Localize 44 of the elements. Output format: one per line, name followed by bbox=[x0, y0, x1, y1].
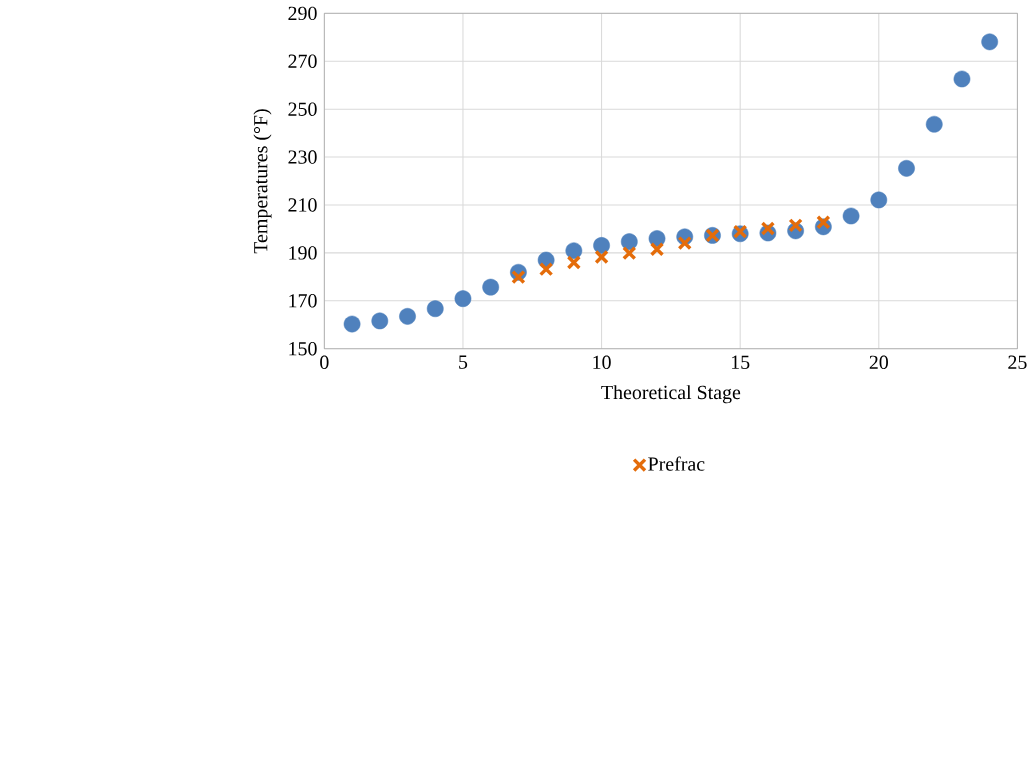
point bbox=[511, 270, 526, 285]
x-tick-label: 20 bbox=[869, 355, 888, 370]
point bbox=[677, 236, 692, 251]
point bbox=[566, 255, 582, 270]
point bbox=[426, 300, 444, 318]
y-axis-title: Temperatures (°F) bbox=[253, 109, 272, 254]
point bbox=[788, 218, 803, 233]
x-tick-label: 5 bbox=[459, 355, 468, 369]
point bbox=[622, 246, 637, 261]
point bbox=[343, 315, 361, 333]
x-tick-label: 25 bbox=[1008, 355, 1027, 370]
point bbox=[454, 290, 472, 308]
point bbox=[732, 224, 748, 239]
y-tick-label: 210 bbox=[288, 198, 317, 212]
point bbox=[648, 230, 666, 248]
point bbox=[953, 70, 971, 88]
y-tick-label: 230 bbox=[288, 150, 317, 164]
x-tick-label: 0 bbox=[320, 355, 329, 370]
point bbox=[399, 308, 416, 325]
point bbox=[842, 207, 860, 225]
point bbox=[593, 237, 610, 254]
x-tick-label: 10 bbox=[593, 355, 611, 370]
point bbox=[898, 160, 915, 177]
point bbox=[870, 191, 888, 209]
y-tick-label: 270 bbox=[288, 54, 317, 69]
point bbox=[538, 262, 554, 277]
point bbox=[594, 249, 609, 265]
y-tick-label: 290 bbox=[288, 6, 317, 21]
point bbox=[649, 242, 665, 257]
point bbox=[816, 215, 831, 230]
point bbox=[981, 33, 999, 51]
point bbox=[925, 116, 943, 133]
x-axis-title: Theoretical Stage bbox=[601, 385, 741, 404]
legend-label: Prefrac bbox=[648, 456, 705, 471]
point bbox=[760, 221, 776, 236]
point bbox=[482, 278, 500, 296]
y-tick-label: 170 bbox=[289, 294, 317, 308]
point bbox=[371, 312, 389, 330]
y-tick-label: 250 bbox=[288, 102, 317, 117]
point bbox=[620, 233, 638, 251]
y-tick-label: 190 bbox=[289, 246, 317, 260]
point bbox=[565, 242, 583, 260]
x-tick-label: 15 bbox=[731, 355, 750, 370]
y-tick-label: 150 bbox=[289, 342, 317, 356]
